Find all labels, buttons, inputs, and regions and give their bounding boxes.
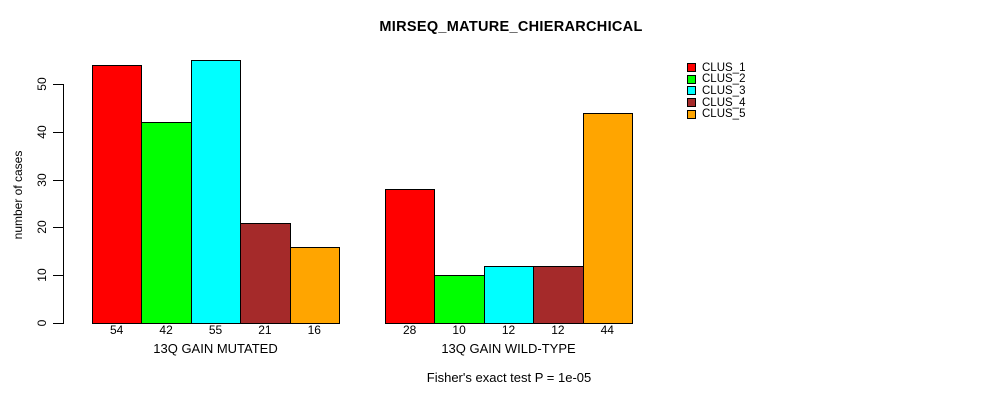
- y-axis-tick: [53, 227, 63, 229]
- group-label: 13Q GAIN MUTATED: [153, 341, 278, 356]
- statistical-test-annotation: Fisher's exact test P = 1e-05: [426, 370, 592, 385]
- legend-swatch-clus_3: [687, 86, 696, 96]
- y-axis-tick: [53, 131, 63, 133]
- bar-value-label: 16: [307, 323, 321, 337]
- group-label: 13Q GAIN WILD-TYPE: [441, 341, 576, 356]
- y-axis-tick-label: 20: [35, 220, 49, 235]
- bar-value-label: 55: [208, 323, 223, 337]
- bar-clus_3: [190, 60, 242, 324]
- bar-clus_4: [240, 222, 291, 324]
- legend-swatch-clus_4: [687, 98, 696, 108]
- legend-label: CLUS_5: [702, 108, 746, 121]
- y-axis-tick: [53, 84, 63, 85]
- bar-clus_1: [385, 189, 436, 324]
- y-axis-tick-label: 0: [35, 319, 49, 327]
- y-axis-line: [63, 84, 64, 324]
- bar-value-label: 44: [600, 323, 614, 337]
- legend-label: CLUS_4: [702, 96, 746, 109]
- y-axis-tick-label: 10: [35, 268, 49, 282]
- legend-swatch-clus_2: [687, 74, 696, 84]
- bar-clus_4: [533, 265, 584, 324]
- legend-label: CLUS_3: [702, 84, 746, 97]
- bar-value-label: 12: [551, 323, 565, 337]
- bar-clus_2: [434, 275, 485, 324]
- y-axis-tick: [53, 179, 63, 181]
- bar-value-label: 28: [403, 323, 417, 337]
- legend-label: CLUS_1: [702, 61, 746, 74]
- bar-clus_3: [483, 265, 535, 324]
- bar-clus_5: [289, 246, 340, 324]
- y-axis-tick-label: 50: [35, 77, 49, 91]
- bar-clus_1: [92, 64, 143, 324]
- y-axis-tick-label: 30: [35, 172, 49, 187]
- bar-clus_5: [582, 112, 633, 324]
- bar-value-label: 42: [159, 323, 173, 337]
- chart-title: MIRSEQ_MATURE_CHIERARCHICAL: [379, 19, 643, 35]
- y-axis-label: number of cases: [11, 150, 25, 240]
- y-axis-tick-label: 40: [35, 125, 49, 139]
- y-axis-tick: [53, 275, 63, 277]
- legend-swatch-clus_5: [687, 109, 696, 119]
- legend-label: CLUS_2: [702, 73, 746, 86]
- y-axis-tick: [53, 323, 63, 324]
- bar-value-label: 10: [452, 323, 466, 337]
- bar-value-label: 12: [501, 323, 516, 337]
- legend-swatch-clus_1: [687, 63, 696, 72]
- bar-value-label: 54: [110, 323, 124, 337]
- bar-clus_2: [141, 122, 192, 324]
- bar-value-label: 21: [258, 323, 272, 337]
